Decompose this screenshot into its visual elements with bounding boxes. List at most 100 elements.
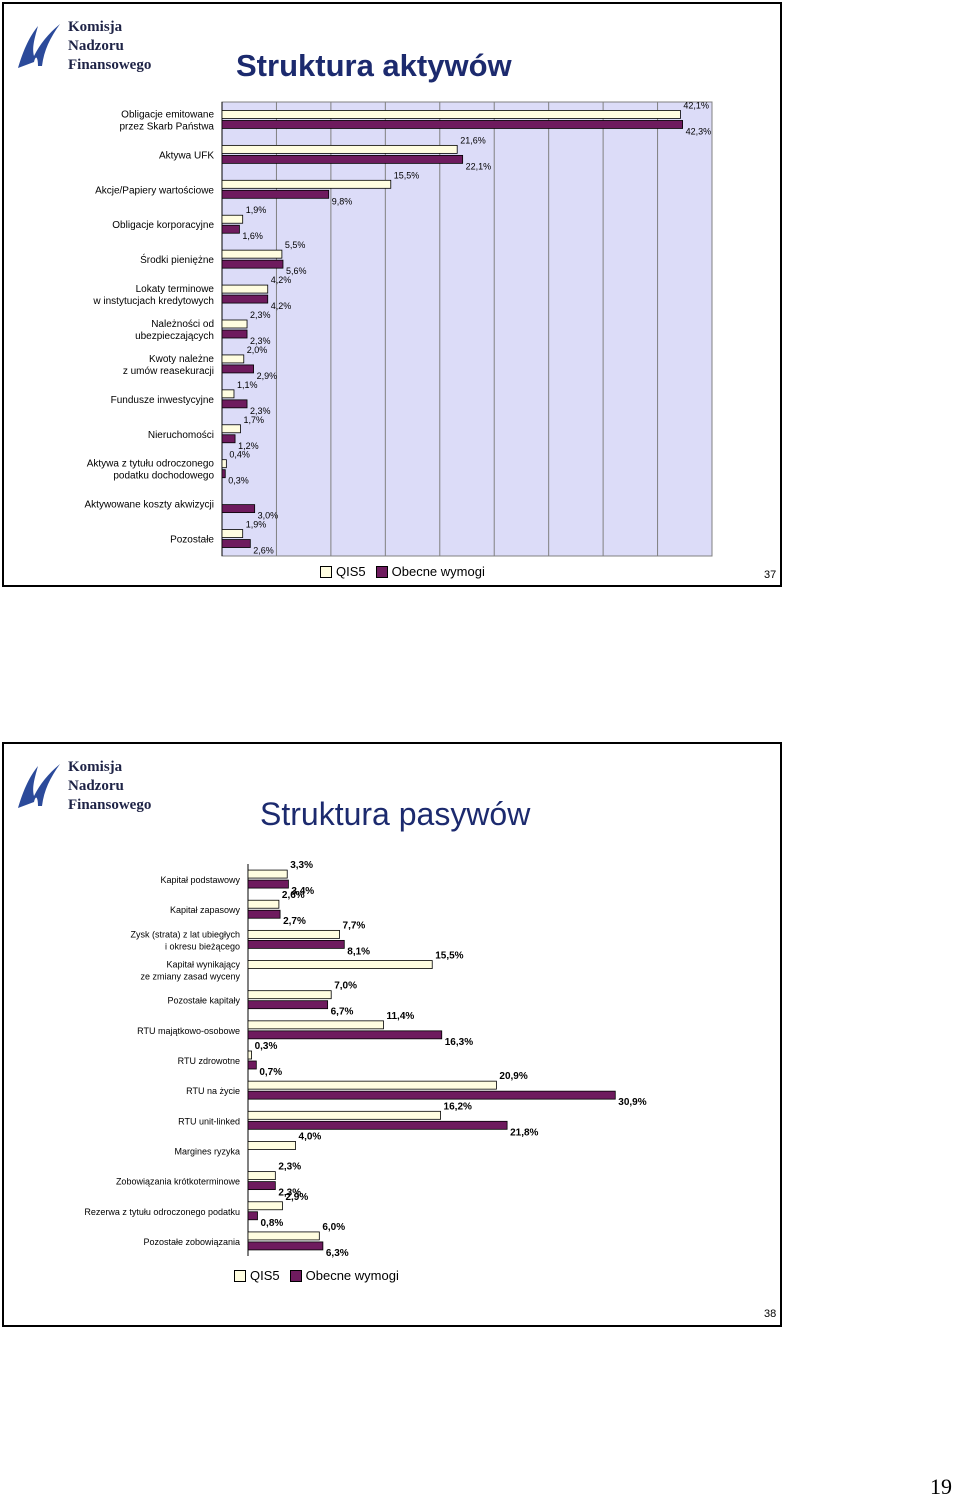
category-label-line: Pozostałe zobowiązania [143, 1237, 240, 1247]
plot-area [248, 864, 664, 1256]
bar-obecne [221, 504, 256, 514]
bar-obecne [221, 434, 236, 444]
category-label-line: RTU majątkowo-osobowe [137, 1026, 240, 1036]
category-label: RTU majątkowo-osobowe [137, 1026, 240, 1036]
data-label-qis5: 6,0% [322, 1222, 345, 1233]
category-label-line: Obligacje korporacyjne [112, 220, 214, 231]
plot-area [221, 101, 713, 557]
data-label-obecne: 2,7% [283, 916, 306, 927]
liabilities-bar-chart: Kapitał podstawowy 3,3% 3,4% Kapitał zapaso… [84, 860, 664, 1259]
bar-obecne [247, 1000, 329, 1010]
data-label-qis5: 1,9% [246, 520, 267, 530]
category-label: Kapitał wynikający ze zmiany zasad wyceny [140, 960, 240, 982]
category-label-line: Zysk (strata) z lat ubiegłych [130, 929, 240, 939]
slide-page-number: 38 [764, 1308, 777, 1320]
logo-text: Komisja Nadzoru Finansowego [68, 18, 151, 75]
category-label: Środki pieniężne [140, 253, 214, 266]
legend-label-obecne: Obecne wymogi [305, 1268, 399, 1283]
data-label-obecne: 2,3% [278, 1188, 301, 1199]
document-page-number: 19 [930, 1474, 952, 1499]
bar-qis5 [247, 1171, 276, 1181]
data-label-obecne: 42,3% [686, 126, 712, 136]
data-label-obecne: 3,4% [291, 886, 314, 897]
category-label-line: Pozostałe [170, 535, 214, 546]
category-label: RTU zdrowotne [178, 1056, 240, 1066]
data-label-obecne: 6,7% [331, 1007, 354, 1018]
category-label: RTU na życie [186, 1086, 240, 1096]
bar-obecne [247, 909, 281, 919]
bar-obecne [221, 224, 240, 234]
logo-line: Nadzoru [68, 778, 124, 794]
legend-label-qis5: QIS5 [336, 564, 366, 579]
category-label-line: Środki pieniężne [140, 253, 214, 266]
category-label: Rezerwa z tytułu odroczonego podatku [84, 1207, 240, 1217]
data-label-obecne: 2,6% [253, 546, 274, 556]
bar-qis5 [247, 1201, 283, 1211]
data-label-obecne: 0,7% [259, 1067, 282, 1078]
category-label-line: Należności od [151, 319, 214, 330]
bar-qis5 [247, 899, 280, 909]
category-label-line: z umów reasekuracji [123, 366, 214, 377]
bar-qis5 [247, 1110, 441, 1120]
logo-line: Komisja [68, 759, 123, 775]
data-label-qis5: 1,7% [244, 415, 265, 425]
category-label: Akcje/Papiery wartościowe [95, 185, 214, 196]
data-label-obecne: 0,3% [228, 476, 249, 486]
category-label: Aktywowane koszty akwizycji [85, 500, 214, 511]
category-label: Pozostałe kapitały [167, 996, 240, 1006]
bar-qis5 [247, 1020, 384, 1030]
bar-qis5 [221, 529, 244, 538]
category-label-line: RTU zdrowotne [178, 1056, 240, 1066]
category-label: Nieruchomości [148, 430, 214, 441]
bar-qis5 [221, 214, 244, 224]
category-label-line: podatku dochodowego [113, 471, 214, 482]
bar-obecne [221, 154, 464, 164]
bar-obecne [221, 399, 248, 409]
category-label-line: Pozostałe kapitały [167, 996, 240, 1006]
category-label: Aktywa z tytułu odroczonego podatku docho… [87, 459, 215, 482]
category-label: Obligacje korporacyjne [112, 220, 214, 231]
bar-qis5 [221, 110, 681, 119]
data-label-qis5: 2,6% [282, 890, 305, 901]
category-label-line: Nieruchomości [148, 430, 214, 441]
bar-qis5 [247, 990, 332, 1000]
data-label-obecne: 2,3% [250, 406, 271, 416]
data-label-qis5: 0,3% [255, 1041, 278, 1052]
slide-title: Struktura pasywów [260, 796, 531, 832]
chart-legend: QIS5 Obecne wymogi [234, 1268, 399, 1283]
data-label-qis5: 1,9% [246, 205, 267, 215]
bar-qis5 [247, 929, 340, 939]
logo-text: Komisja Nadzoru Finansowego [68, 758, 151, 815]
category-label: Lokaty terminowe w instytucjach kredytowy… [92, 284, 214, 307]
category-label: Kwoty należne z umów reasekuracji [123, 354, 215, 377]
data-label-qis5: 15,5% [394, 170, 420, 180]
category-label-line: i okresu bieżącego [165, 941, 240, 951]
category-label-line: Zobowiązania krótkoterminowe [116, 1177, 240, 1187]
category-label-line: Obligacje emitowane [121, 109, 214, 120]
slide-struktura-aktywow: Komisja Nadzoru Finansowego Struktura ak… [2, 2, 782, 587]
data-label-qis5: 4,0% [299, 1131, 322, 1142]
category-label: Kapitał podstawowy [160, 875, 240, 885]
bar-obecne [221, 189, 330, 199]
category-label-line: RTU na życie [186, 1086, 240, 1096]
bar-qis5 [221, 249, 283, 259]
chart-legend: QIS5 Obecne wymogi [320, 564, 485, 579]
category-label-line: Rezerwa z tytułu odroczonego podatku [84, 1207, 240, 1217]
data-label-qis5: 0,4% [229, 450, 250, 460]
bar-qis5 [221, 389, 235, 399]
data-label-qis5: 3,3% [290, 860, 313, 871]
data-label-qis5: 2,3% [250, 310, 271, 320]
data-label-qis5: 4,2% [271, 275, 292, 285]
category-label-line: Kapitał podstawowy [160, 875, 240, 885]
logo-line: Finansowego [68, 797, 152, 813]
bar-qis5 [247, 869, 288, 879]
data-label-qis5: 2,9% [285, 1192, 308, 1203]
knf-logo: Komisja Nadzoru Finansowego [14, 18, 154, 74]
bar-obecne [221, 120, 684, 129]
bar-qis5 [221, 179, 392, 189]
bar-obecne [221, 364, 254, 374]
category-label-line: Aktywa UFK [159, 150, 214, 161]
category-label-line: Kwoty należne [149, 354, 214, 365]
bar-obecne [247, 1090, 616, 1100]
bar-qis5 [221, 424, 241, 434]
